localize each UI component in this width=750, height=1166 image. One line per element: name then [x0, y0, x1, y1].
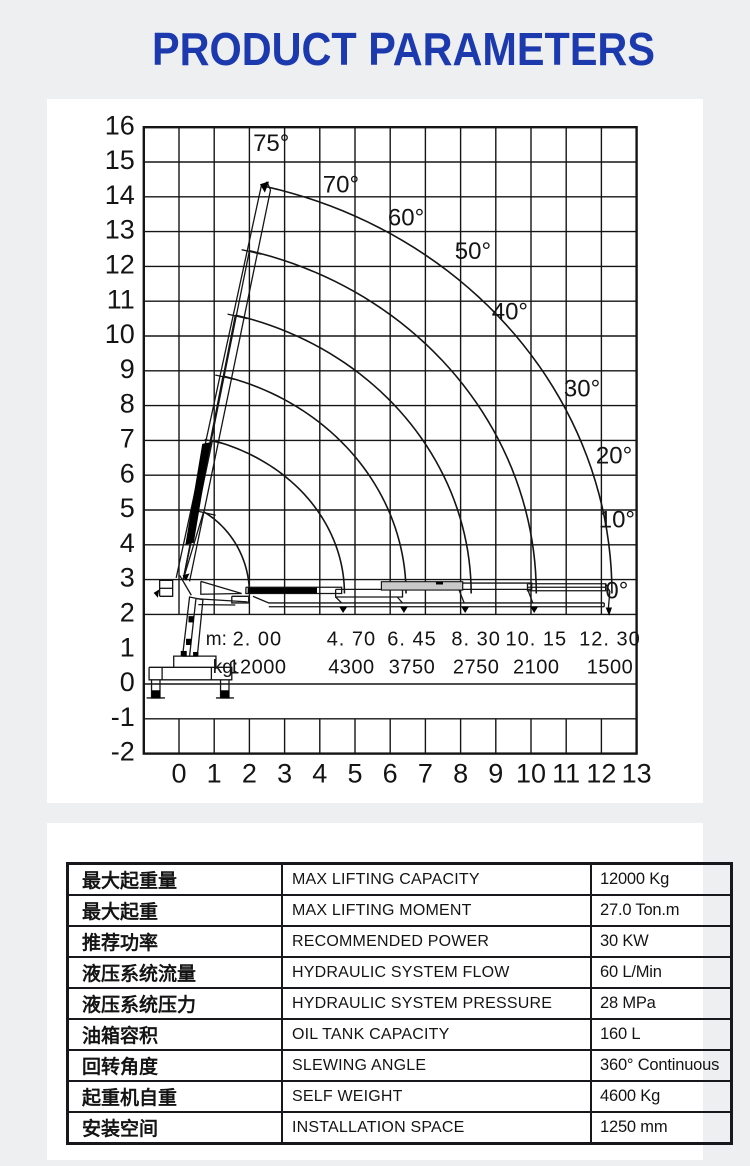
svg-text:4300: 4300: [328, 656, 375, 678]
spec-cn: 回转角度: [66, 1049, 283, 1082]
svg-text:0: 0: [171, 759, 186, 789]
svg-text:1500: 1500: [587, 656, 634, 678]
svg-text:5: 5: [347, 759, 362, 789]
svg-text:2. 00: 2. 00: [233, 628, 282, 650]
svg-text:12. 30: 12. 30: [579, 628, 641, 650]
svg-text:6: 6: [383, 759, 398, 789]
crane-load-chart: 0 1 2 3 4 5 6 7 8 9 10 11 12 13-2-1012345678910111213…: [105, 110, 652, 789]
svg-text:10: 10: [516, 759, 546, 789]
svg-text:12: 12: [586, 759, 616, 789]
spec-table-panel: 最大起重量 MAX LIFTING CAPACITY 12000 Kg 最大起重…: [47, 823, 733, 1160]
svg-text:6: 6: [120, 458, 135, 488]
svg-text:3750: 3750: [389, 656, 436, 678]
svg-text:1: 1: [120, 632, 135, 662]
spec-value: 27.0 Ton.m: [590, 894, 733, 927]
spec-cn: 液压系统流量: [66, 956, 283, 989]
svg-text:-2: -2: [111, 737, 135, 767]
svg-text:7: 7: [418, 759, 433, 789]
svg-text:11: 11: [552, 759, 580, 789]
spec-value: 360° Continuous: [590, 1049, 733, 1082]
svg-text:10. 15: 10. 15: [505, 628, 567, 650]
svg-text:2750: 2750: [453, 656, 500, 678]
spec-cn: 液压系统压力: [66, 987, 283, 1020]
table-row: 安装空间 INSTALLATION SPACE 1250 mm: [66, 1111, 733, 1145]
spec-en: MAX LIFTING CAPACITY: [281, 862, 592, 896]
svg-text:14: 14: [105, 180, 135, 210]
spec-value: 28 MPa: [590, 987, 733, 1020]
svg-text:m:: m:: [206, 629, 227, 650]
svg-text:50°: 50°: [455, 238, 491, 265]
spec-en: MAX LIFTING MOMENT: [281, 894, 592, 927]
svg-text:-1: -1: [111, 702, 135, 732]
svg-text:2: 2: [120, 598, 135, 628]
table-row: 液压系统压力 HYDRAULIC SYSTEM PRESSURE 28 MPa: [66, 987, 733, 1020]
svg-text:20°: 20°: [596, 442, 632, 469]
spec-value: 12000 Kg: [590, 862, 733, 896]
spec-en: HYDRAULIC SYSTEM FLOW: [281, 956, 592, 989]
svg-text:4: 4: [120, 528, 135, 558]
svg-text:10: 10: [105, 319, 135, 349]
spec-cn: 油箱容积: [66, 1018, 283, 1051]
table-row: 油箱容积 OIL TANK CAPACITY 160 L: [66, 1018, 733, 1051]
load-chart-panel: 0 1 2 3 4 5 6 7 8 9 10 11 12 13 -2 -1 0 1 2 3 4 5 6 7 8 9 10 11 12 13…: [47, 99, 703, 803]
table-row: 起重机自重 SELF WEIGHT 4600 Kg: [66, 1080, 733, 1113]
svg-text:12: 12: [105, 250, 135, 280]
table-row: 推荐功率 RECOMMENDED POWER 30 KW: [66, 925, 733, 958]
svg-text:13: 13: [622, 759, 652, 789]
svg-text:1: 1: [207, 759, 222, 789]
spec-en: HYDRAULIC SYSTEM PRESSURE: [281, 987, 592, 1020]
svg-text:40°: 40°: [492, 298, 528, 325]
svg-text:0: 0: [120, 667, 135, 697]
svg-text:6. 45: 6. 45: [387, 628, 436, 650]
svg-text:75°: 75°: [253, 130, 289, 157]
spec-en: INSTALLATION SPACE: [281, 1111, 592, 1145]
svg-text:16: 16: [105, 110, 135, 140]
svg-text:4: 4: [312, 759, 327, 789]
spec-cn: 最大起重量: [66, 862, 283, 896]
svg-text:12000: 12000: [228, 656, 286, 678]
spec-cn: 推荐功率: [66, 925, 283, 958]
page-title: PRODUCT PARAMETERS: [152, 23, 655, 75]
svg-text:30°: 30°: [564, 375, 600, 402]
svg-text:7: 7: [120, 424, 135, 454]
svg-text:2: 2: [242, 759, 257, 789]
svg-text:10°: 10°: [599, 506, 635, 533]
spec-value: 1250 mm: [590, 1111, 733, 1145]
spec-cn: 起重机自重: [66, 1080, 283, 1113]
svg-text:0°: 0°: [605, 577, 628, 604]
table-row: 液压系统流量 HYDRAULIC SYSTEM FLOW 60 L/Min: [66, 956, 733, 989]
spec-en: OIL TANK CAPACITY: [281, 1018, 592, 1051]
svg-text:11: 11: [107, 284, 135, 314]
svg-text:15: 15: [105, 145, 135, 175]
spec-table: 最大起重量 MAX LIFTING CAPACITY 12000 Kg 最大起重…: [66, 862, 733, 1145]
table-row: 回转角度 SLEWING ANGLE 360° Continuous: [66, 1049, 733, 1082]
svg-text:5: 5: [120, 493, 135, 523]
svg-text:60°: 60°: [388, 204, 424, 231]
svg-text:70°: 70°: [323, 171, 359, 198]
spec-value: 160 L: [590, 1018, 733, 1051]
table-row: 最大起重量 MAX LIFTING CAPACITY 12000 Kg: [66, 862, 733, 896]
table-row: 最大起重 MAX LIFTING MOMENT 27.0 Ton.m: [66, 894, 733, 927]
spec-value: 4600 Kg: [590, 1080, 733, 1113]
spec-en: RECOMMENDED POWER: [281, 925, 592, 958]
svg-text:4. 70: 4. 70: [327, 628, 376, 650]
spec-en: SLEWING ANGLE: [281, 1049, 592, 1082]
svg-text:13: 13: [105, 215, 135, 245]
svg-text:8: 8: [453, 759, 468, 789]
spec-value: 30 KW: [590, 925, 733, 958]
svg-text:8: 8: [120, 389, 135, 419]
svg-text:8. 30: 8. 30: [451, 628, 500, 650]
svg-text:2100: 2100: [513, 656, 560, 678]
spec-cn: 最大起重: [66, 894, 283, 927]
svg-text:9: 9: [488, 759, 503, 789]
spec-cn: 安装空间: [66, 1111, 283, 1145]
svg-text:9: 9: [120, 354, 135, 384]
svg-text:3: 3: [120, 563, 135, 593]
spec-en: SELF WEIGHT: [281, 1080, 592, 1113]
spec-value: 60 L/Min: [590, 956, 733, 989]
svg-text:3: 3: [277, 759, 292, 789]
